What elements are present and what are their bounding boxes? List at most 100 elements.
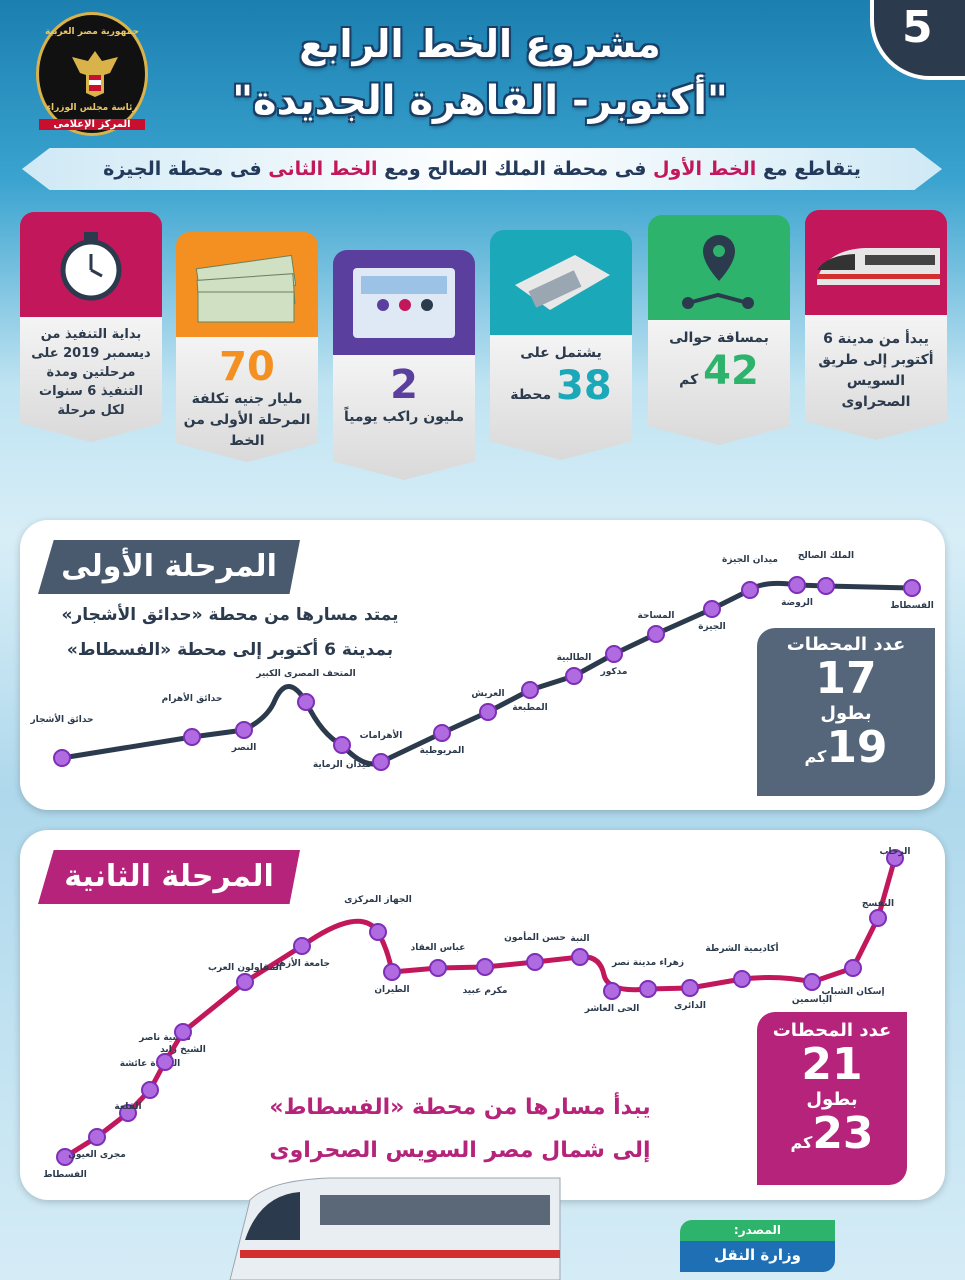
station-dot [433, 724, 451, 742]
station-label: الجهاز المركزى [344, 895, 412, 905]
banner-text: فى محطة الجيزة [103, 158, 262, 180]
source-label: المصدر: [733, 1223, 782, 1237]
station-label: منشية ناصر [138, 1033, 191, 1043]
station-label: الطيران [374, 985, 409, 995]
station-label: الياسمين [792, 995, 832, 1005]
eagle-icon [72, 51, 118, 97]
station-dot [156, 1053, 174, 1071]
banner-highlight: الخط الثانى [268, 158, 378, 180]
length-label: بطول [806, 1089, 858, 1110]
card: 70 مليار جنيه تكلفة المرحلة الأولى من الخ… [176, 232, 318, 462]
card-header [176, 232, 318, 337]
station-dot [479, 703, 497, 721]
station-dot [803, 973, 821, 991]
station-dot [639, 980, 657, 998]
station-dot [647, 625, 665, 643]
card-number: 38 [556, 363, 612, 409]
station-label: المريوطية [420, 746, 465, 756]
station-dot [429, 959, 447, 977]
station-dot [521, 681, 539, 699]
station-label: الأهرامات [360, 729, 403, 741]
station-label: القلعة [114, 1102, 141, 1112]
card-header [805, 210, 947, 315]
banner: يتقاطع مع الخط الأول فى محطة الملك الصال… [22, 148, 942, 190]
card-body: 70 مليار جنيه تكلفة المرحلة الأولى من الخ… [176, 337, 318, 462]
station-dot [53, 749, 71, 767]
station-icon [515, 255, 610, 310]
station-label: الدائرى [674, 1001, 706, 1011]
card-number: 2 [390, 362, 418, 408]
station-label: ميدان الرماية [313, 760, 371, 770]
station-dot [788, 576, 806, 594]
station-label: مكرم عبيد [463, 986, 508, 996]
card-unit: كم [679, 372, 699, 388]
station-label: السيدة عائشة [120, 1059, 180, 1069]
card-body: 2 مليون راكب يومياً [333, 355, 475, 480]
phase2-desc: إلى شمال مصر السويس الصحراوى [269, 1138, 651, 1163]
card-text: يشتمل على [520, 345, 602, 361]
station-dot [235, 721, 253, 739]
length: 23 [812, 1108, 874, 1159]
stations-count: 17 [815, 653, 877, 704]
phase2-desc: يبدأ مسارها من محطة «الفسطاط» [269, 1095, 651, 1120]
station-dot [369, 923, 387, 941]
length-unit: كم [790, 1133, 813, 1152]
station-dot [741, 581, 759, 599]
card-header [20, 212, 162, 317]
money-icon [195, 254, 297, 323]
station-label: الفسطاط [890, 601, 934, 611]
station-dot [174, 1023, 192, 1041]
station-dot [571, 948, 589, 966]
phase1-desc: يمتد مسارها من محطة «حدائق الأشجار» [61, 605, 399, 625]
station-dot [88, 1128, 106, 1146]
station-label: جامعة الأزهر [273, 957, 330, 969]
station-dot [681, 979, 699, 997]
station-label: الجيزة [698, 622, 726, 632]
station-label: زهراء مدينة نصر [611, 958, 684, 968]
station-dot [886, 849, 904, 867]
station-label: حسن المأمون [504, 931, 566, 943]
logo: جمهورية مصر العربية رئاسة مجلس الوزراء ا… [36, 12, 148, 136]
station-label: المقاولون العرب [208, 963, 282, 973]
stations-label: عدد المحطات [786, 634, 906, 655]
card-body: يشتمل على 38 محطة [490, 335, 632, 460]
stations-label: عدد المحطات [772, 1020, 892, 1041]
station-label: أكاديمية الشرطة [705, 942, 778, 954]
station-label: العريش [471, 689, 504, 699]
card-text: بداية التنفيذ من ديسمبر 2019 على مرحلتين… [31, 327, 151, 418]
station-dot [733, 970, 751, 988]
card-body: بداية التنفيذ من ديسمبر 2019 على مرحلتين… [20, 317, 162, 442]
banner-text: يتقاطع مع [762, 158, 861, 180]
station-label: الرحاب [880, 847, 911, 857]
station-label: الملك الصالح [798, 551, 854, 561]
phase1-desc: بمدينة 6 أكتوبر إلى محطة «الفسطاط» [66, 640, 394, 660]
card: بداية التنفيذ من ديسمبر 2019 على مرحلتين… [20, 212, 162, 442]
title-line2: "أكتوبر- القاهرة الجديدة" [232, 78, 728, 124]
card-number: 70 [219, 344, 275, 390]
station-dot [383, 963, 401, 981]
station-label: إسكان الشباب [821, 987, 884, 997]
card-header [490, 230, 632, 335]
source: وزارة النقل [714, 1246, 801, 1264]
card: يشتمل على 38 محطة [490, 230, 632, 460]
station-label: الحى العاشر [584, 1004, 640, 1014]
station-label: المساحة [638, 611, 675, 621]
station-label: المتحف المصرى الكبير [255, 669, 356, 679]
train [229, 1177, 561, 1280]
stopwatch-icon [60, 232, 122, 301]
source-box: المصدر: وزارة النقل [680, 1220, 835, 1272]
banner-highlight: الخط الأول [653, 158, 757, 180]
title-line1: مشروع الخط الرابع [299, 22, 661, 66]
station-dot [817, 577, 835, 595]
phase1-stats: عدد المحطات 17 بطول 19كم [757, 628, 935, 796]
station-label: مدكور [600, 667, 628, 677]
length: 19 [826, 722, 888, 773]
station-dot [372, 753, 390, 771]
phase2-stats: عدد المحطات 21 بطول 23كم [757, 1012, 907, 1185]
stations-count: 21 [801, 1039, 863, 1090]
card-text: مليار جنيه تكلفة المرحلة الأولى من الخط [183, 391, 311, 449]
station-dot [183, 728, 201, 746]
passengers-icon [353, 268, 455, 338]
card-body: يبدأ من مدينة 6 أكتوبر إلى طريق السويس ا… [805, 315, 947, 440]
